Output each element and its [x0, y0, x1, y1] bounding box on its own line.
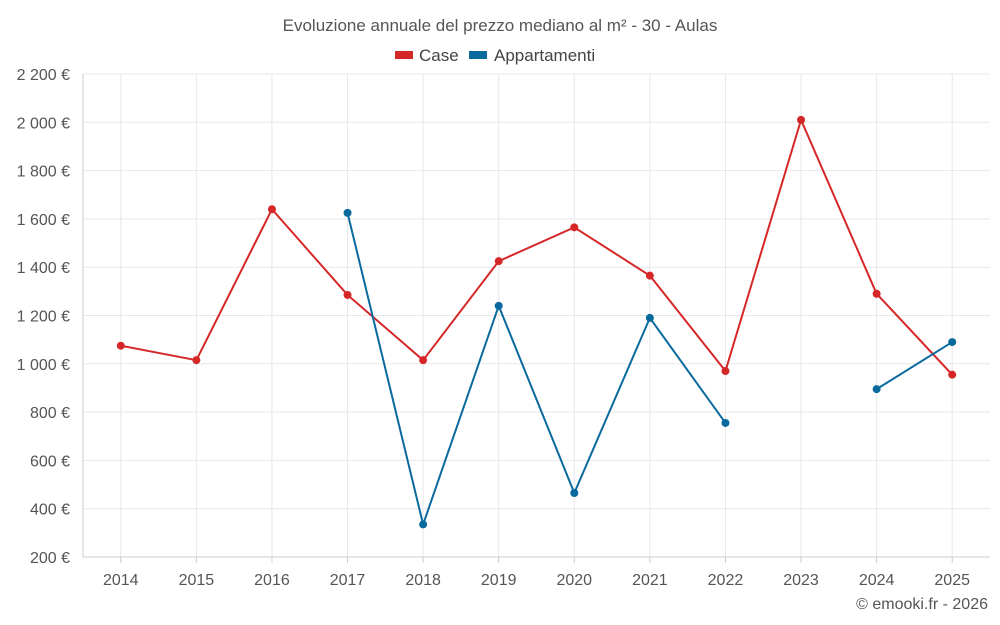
x-tick-label: 2023 — [783, 572, 819, 589]
data-point-appartamenti[interactable] — [570, 489, 579, 498]
x-tick-label: 2019 — [481, 572, 517, 589]
x-tick-label: 2024 — [859, 572, 895, 589]
series-line-appartamenti — [346, 212, 727, 528]
data-point-case[interactable] — [192, 356, 201, 365]
data-point-case[interactable] — [267, 205, 276, 214]
legend: Case Appartamenti — [395, 46, 595, 65]
data-point-appartamenti[interactable] — [948, 338, 957, 347]
y-tick-label: 1 800 € — [17, 164, 70, 181]
grid — [83, 73, 990, 558]
x-tick-label: 2017 — [330, 572, 366, 589]
legend-label-appartamenti[interactable]: Appartamenti — [494, 46, 595, 65]
data-point-case[interactable] — [116, 341, 125, 350]
data-point-case[interactable] — [343, 290, 352, 299]
x-tick-label: 2022 — [708, 572, 744, 589]
data-point-case[interactable] — [645, 271, 654, 280]
y-tick-label: 1 200 € — [17, 309, 70, 326]
x-tick-label: 2021 — [632, 572, 668, 589]
legend-swatch-appartamenti — [469, 51, 487, 59]
y-tick-label: 600 € — [30, 453, 70, 470]
y-tick-label: 2 200 € — [17, 67, 70, 84]
data-point-case[interactable] — [872, 289, 881, 298]
x-tick-label: 2018 — [405, 572, 441, 589]
data-point-appartamenti[interactable] — [494, 301, 503, 310]
series-line-appartamenti — [876, 341, 953, 391]
y-tick-label: 400 € — [30, 502, 70, 519]
legend-swatch-case — [395, 51, 413, 59]
data-point-case[interactable] — [494, 257, 503, 266]
data-point-appartamenti[interactable] — [343, 208, 352, 217]
y-tick-label: 1 400 € — [17, 260, 70, 277]
x-axis: 2014 2015 2016 2017 2018 2019 2020 2021 2022 2023… — [83, 556, 990, 589]
data-point-case[interactable] — [797, 115, 806, 124]
x-tick-label: 2020 — [556, 572, 592, 589]
y-tick-label: 200 € — [30, 550, 70, 567]
data-point-appartamenti[interactable] — [419, 520, 428, 529]
y-tick-label: 1 600 € — [17, 212, 70, 229]
data-point-appartamenti[interactable] — [721, 418, 730, 427]
y-tick-label: 1 000 € — [17, 357, 70, 374]
y-tick-label: 2 000 € — [17, 115, 70, 132]
series-line-case — [120, 116, 953, 376]
series-layer — [116, 115, 957, 529]
x-tick-label: 2015 — [179, 572, 215, 589]
data-point-appartamenti[interactable] — [872, 385, 881, 394]
x-tick-label: 2025 — [934, 572, 970, 589]
data-point-case[interactable] — [721, 367, 730, 376]
x-tick-label: 2014 — [103, 572, 139, 589]
data-point-appartamenti[interactable] — [645, 313, 654, 322]
data-point-case[interactable] — [419, 356, 428, 365]
chart-title: Evoluzione annuale del prezzo mediano al… — [283, 16, 718, 35]
data-point-case[interactable] — [570, 223, 579, 232]
x-tick-label: 2016 — [254, 572, 290, 589]
y-axis: 200 € 400 € 600 € 800 € 1 000 € 1 200 € 1 400 … — [17, 67, 84, 567]
legend-label-case[interactable]: Case — [419, 46, 459, 65]
copyright-footer: © emooki.fr - 2026 — [856, 596, 988, 613]
y-tick-label: 800 € — [30, 405, 70, 422]
data-point-case[interactable] — [948, 370, 957, 379]
